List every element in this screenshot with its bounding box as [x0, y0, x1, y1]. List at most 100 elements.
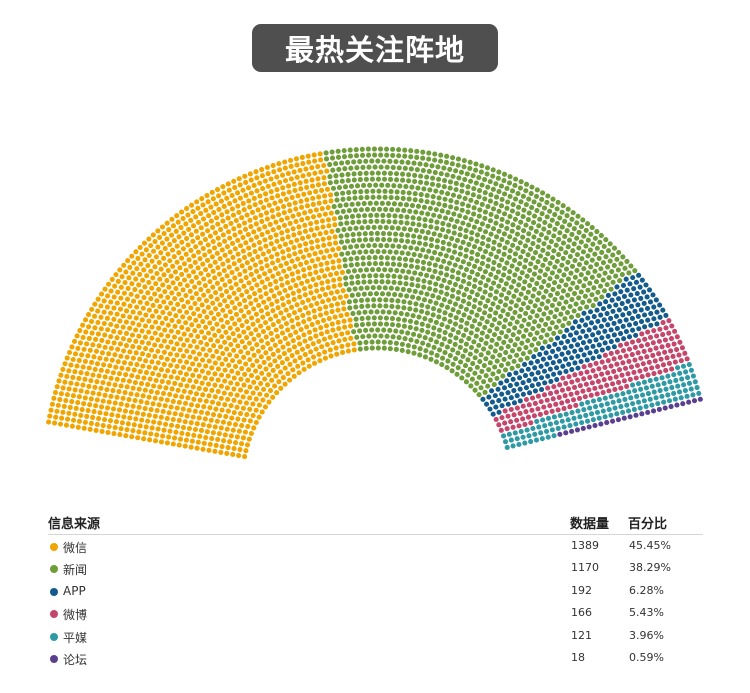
- dot-mark: [152, 330, 158, 336]
- dot-mark: [454, 199, 460, 205]
- dot-mark: [390, 255, 396, 261]
- dot-mark: [377, 146, 384, 152]
- dot-mark: [661, 399, 667, 405]
- dot-mark: [433, 339, 440, 345]
- dot-mark: [303, 247, 309, 253]
- dot-mark: [285, 247, 291, 253]
- dot-mark: [417, 234, 423, 240]
- dot-mark: [513, 288, 519, 294]
- dot-mark: [467, 159, 473, 165]
- dot-mark: [336, 258, 342, 264]
- dot-mark: [337, 203, 343, 209]
- legend-row: 微信 1389 45.45%: [48, 535, 703, 557]
- dot-mark: [638, 343, 644, 349]
- dot-mark: [593, 296, 599, 302]
- dot-mark: [616, 367, 623, 373]
- dot-mark: [542, 257, 548, 263]
- dot-mark: [523, 385, 529, 391]
- dot-mark: [688, 386, 694, 392]
- dot-mark: [190, 223, 197, 229]
- dot-mark: [664, 355, 670, 361]
- dot-mark: [543, 410, 549, 416]
- dot-mark: [239, 339, 245, 345]
- dot-mark: [501, 272, 507, 278]
- dot-mark: [483, 373, 489, 379]
- dot-mark: [287, 332, 294, 338]
- dot-mark: [248, 177, 254, 183]
- dot-mark: [521, 317, 527, 323]
- dot-mark: [323, 304, 329, 310]
- dot-mark: [387, 340, 393, 346]
- dot-mark: [313, 282, 319, 288]
- dot-mark: [204, 257, 211, 263]
- dot-mark: [363, 158, 369, 164]
- dot-mark: [132, 287, 138, 293]
- dot-mark: [230, 451, 236, 458]
- dot-mark: [213, 406, 219, 412]
- dot-mark: [479, 163, 485, 169]
- dot-mark: [231, 446, 237, 452]
- dot-mark: [513, 370, 519, 376]
- dot-mark: [262, 178, 268, 184]
- dot-mark: [518, 291, 524, 297]
- dot-mark: [360, 164, 366, 170]
- dot-mark: [656, 338, 662, 344]
- dot-mark: [503, 350, 509, 356]
- dot-mark: [430, 194, 436, 200]
- dot-mark: [435, 182, 441, 188]
- dot-mark: [436, 201, 442, 207]
- dot-mark: [243, 400, 249, 406]
- dot-mark: [173, 393, 179, 399]
- dot-mark: [429, 350, 435, 356]
- dot-mark: [115, 278, 121, 284]
- dot-mark: [605, 322, 611, 328]
- dot-mark: [296, 288, 302, 294]
- dot-mark: [345, 177, 351, 184]
- dot-mark: [461, 164, 467, 170]
- dot-mark: [676, 389, 683, 395]
- dot-mark: [93, 403, 99, 409]
- dot-mark: [330, 265, 336, 271]
- dot-mark: [441, 316, 448, 322]
- dot-mark: [566, 320, 572, 326]
- dot-mark: [215, 401, 222, 407]
- dot-mark: [210, 196, 216, 202]
- dot-mark: [205, 242, 211, 248]
- dot-mark: [644, 342, 651, 348]
- dot-mark: [615, 267, 621, 273]
- dot-mark: [483, 356, 489, 362]
- dot-mark: [460, 298, 467, 304]
- dot-mark: [344, 311, 350, 318]
- dot-mark: [291, 296, 297, 303]
- dot-mark: [149, 285, 155, 291]
- dot-mark: [503, 334, 509, 340]
- dot-mark: [405, 251, 411, 257]
- dot-mark: [605, 370, 611, 376]
- dot-mark: [359, 152, 366, 158]
- dot-mark: [686, 399, 692, 405]
- dot-mark: [349, 274, 355, 280]
- dot-mark: [608, 412, 614, 418]
- dot-mark: [310, 341, 316, 347]
- dot-mark: [298, 261, 304, 268]
- dot-mark: [239, 263, 245, 269]
- dot-mark: [308, 221, 314, 227]
- dot-mark: [161, 427, 167, 433]
- dot-mark: [637, 284, 643, 290]
- dot-mark: [495, 386, 501, 392]
- dot-mark: [649, 365, 655, 371]
- dot-mark: [246, 367, 252, 373]
- dot-mark: [179, 430, 185, 436]
- dot-mark: [321, 181, 327, 187]
- dot-mark: [289, 271, 295, 277]
- dot-mark: [57, 396, 63, 403]
- dot-mark: [381, 158, 387, 164]
- dot-mark: [173, 228, 179, 234]
- dot-mark: [232, 305, 238, 311]
- dot-mark: [297, 355, 303, 361]
- dot-mark: [262, 284, 268, 290]
- dot-mark: [153, 308, 159, 314]
- dot-mark: [534, 358, 541, 364]
- dot-mark: [359, 146, 365, 152]
- dot-mark: [338, 221, 344, 227]
